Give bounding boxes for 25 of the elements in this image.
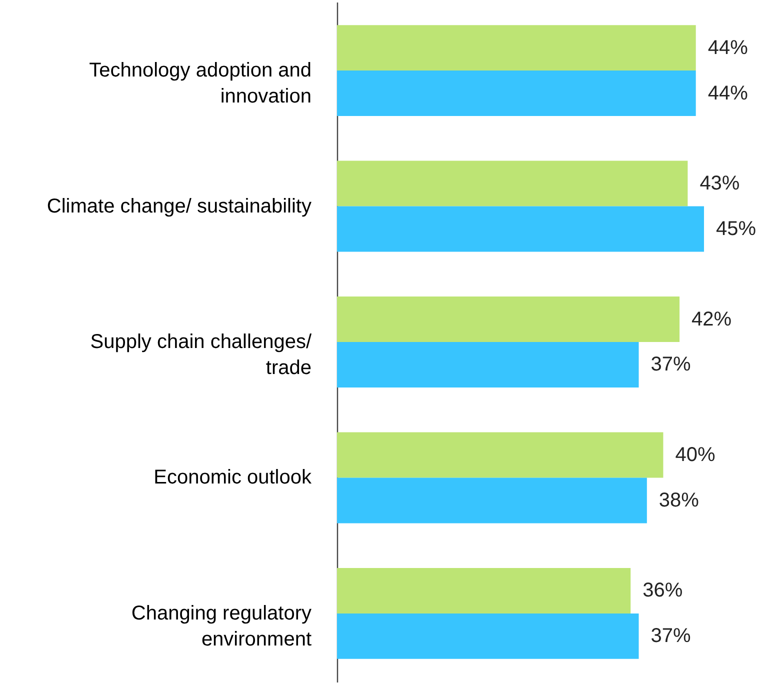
data-label: 38% [658, 489, 700, 512]
bar [337, 206, 704, 252]
data-label: 43% [700, 172, 740, 195]
bar [337, 342, 639, 388]
bar [337, 25, 696, 71]
bar [337, 432, 664, 478]
y-tick-label: Technology adoption and innovation [89, 60, 312, 108]
data-label: 36% [642, 580, 683, 602]
bar [337, 296, 680, 342]
y-tick-label: Economic outlook [154, 466, 312, 489]
data-label: 44% [708, 36, 748, 59]
y-tick-label: Changing regulatory environment [131, 602, 312, 650]
data-label: 37% [650, 625, 691, 648]
y-tick-label: Supply chain challenges/ trade [90, 331, 312, 379]
bar [337, 613, 639, 659]
data-label: 40% [675, 444, 716, 466]
bar [337, 478, 647, 524]
data-label: 44% [708, 82, 748, 104]
y-tick-label: Climate change/ sustainability [46, 195, 312, 218]
data-label: 37% [650, 354, 691, 376]
bar [337, 70, 696, 116]
bar [337, 568, 631, 614]
data-label: 42% [692, 308, 732, 330]
bar [337, 160, 688, 206]
data-label: 45% [716, 218, 756, 240]
